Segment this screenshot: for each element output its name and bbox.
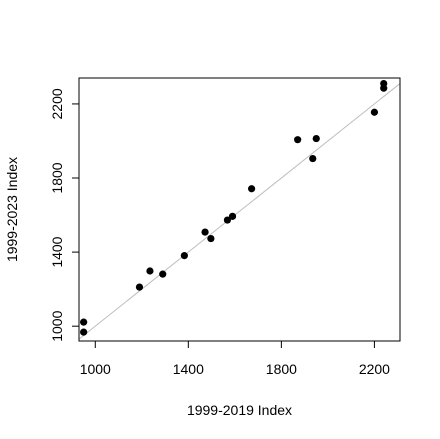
y-tick-label: 1800 [49, 162, 65, 193]
data-point [146, 267, 154, 275]
data-point [380, 79, 388, 88]
x-tick-label: 2200 [359, 361, 390, 377]
reference-line [78, 83, 401, 340]
data-point [80, 318, 88, 326]
x-tick-label: 1000 [80, 361, 111, 377]
y-axis-title: 1999-2023 Index [4, 157, 20, 262]
data-point [201, 228, 209, 236]
x-tick-label: 1400 [173, 361, 204, 377]
y-tick-label: 1000 [49, 310, 65, 341]
data-point [294, 136, 302, 144]
data-point [135, 283, 144, 291]
data-point [228, 212, 237, 220]
x-axis-title: 1999-2019 Index [187, 402, 292, 418]
data-points-layer [80, 79, 388, 336]
x-axis: 1000 1400 1800 2200 [80, 341, 390, 377]
data-point [309, 154, 317, 163]
plot-frame [78, 77, 401, 342]
y-tick-label: 1400 [49, 236, 65, 267]
data-point [180, 252, 188, 260]
data-point [312, 134, 320, 143]
data-point [80, 328, 88, 336]
data-point [207, 234, 215, 243]
x-tick-label: 1800 [266, 361, 297, 377]
y-axis: 1000 1400 1800 2200 [49, 88, 79, 342]
data-point [370, 108, 379, 116]
y-tick-label: 2200 [49, 88, 65, 119]
data-point [247, 185, 256, 193]
reference-line-layer [78, 83, 401, 340]
data-point [159, 270, 167, 278]
data-point [223, 216, 232, 224]
